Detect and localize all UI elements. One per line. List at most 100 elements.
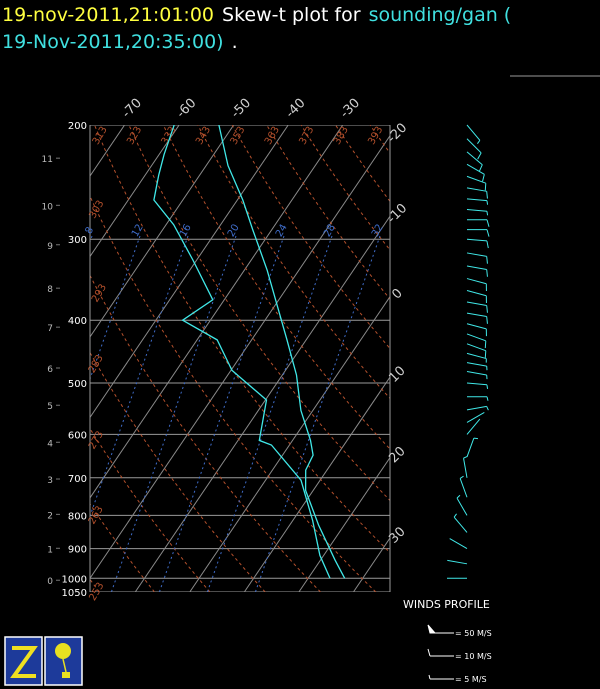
temp-label: -70 (119, 96, 145, 122)
temp-label: -40 (283, 96, 309, 122)
title-part: 19-Nov-2011,20:35:00) (2, 31, 224, 53)
wind-barb (466, 163, 485, 182)
wind-barb (456, 494, 468, 516)
profiles (153, 125, 346, 579)
wind-profile (447, 124, 490, 579)
height-label: 10 (42, 202, 54, 212)
temp-label: -10 (385, 201, 411, 227)
dry-adiabat-label: 363 (263, 125, 282, 147)
sounding-line (153, 125, 331, 579)
wind-barb (447, 559, 468, 565)
height-label: 6 (47, 365, 53, 375)
dry-adiabat (128, 125, 390, 502)
isotherm (298, 456, 390, 592)
title-part: 19-nov-2011,21:01:00 (2, 4, 215, 26)
pressure-label: 700 (68, 474, 87, 485)
height-label: 3 (47, 476, 53, 486)
wind-barb (466, 362, 488, 371)
mixing-ratio-label: 24 (274, 222, 290, 239)
wind-barb (467, 229, 490, 237)
isotherm (90, 125, 180, 258)
dry-adiabat (90, 195, 377, 592)
pressure-label: 1000 (62, 574, 87, 585)
mixing-ratio-label: 20 (226, 222, 242, 239)
wind-barb (466, 418, 481, 435)
wind-barb (449, 538, 468, 550)
plot-frame (89, 125, 391, 592)
wind-barb (466, 238, 489, 249)
dry-adiabat-label: 313 (91, 125, 110, 147)
height-label: 4 (47, 439, 53, 449)
isotherm (134, 215, 390, 592)
mixing-ratio-label: 28 (322, 222, 338, 239)
wind-barb (427, 624, 454, 634)
temp-label: -50 (228, 96, 254, 122)
legend-title: WINDS PROFILE (403, 598, 490, 611)
wind-barb (466, 371, 488, 380)
dry-adiabat (90, 351, 266, 592)
title-part: . (231, 31, 238, 53)
logo-z (4, 636, 43, 686)
legend-label: = 10 M/S (455, 652, 492, 661)
wind-barb (466, 198, 489, 205)
height-label: 8 (47, 285, 53, 295)
pressure-label: 800 (68, 511, 87, 522)
wind-barb (466, 278, 487, 292)
dry-adiabat (231, 125, 390, 350)
wind-barb (467, 219, 490, 227)
wind-barb (466, 333, 487, 349)
sounding-line (218, 125, 346, 579)
isotherm (90, 125, 235, 338)
pressure-label: 1050 (62, 588, 87, 599)
title-line: 19-Nov-2011,20:35:00). (2, 29, 511, 56)
wind-barb (428, 674, 454, 680)
mixing-ratio-line (90, 235, 189, 518)
dry-adiabat-label: 343 (194, 125, 213, 147)
mixing-ratio-label: 32 (370, 222, 386, 239)
height-label: 9 (47, 242, 53, 252)
title-part: Skew-t plot for (222, 4, 361, 26)
wind-barb (466, 124, 481, 144)
mixing-ratio-line (206, 235, 333, 592)
height-label: 0 (47, 577, 53, 587)
mixing-ratio-line (90, 235, 141, 381)
wind-barb (466, 209, 489, 216)
wind-barb (466, 411, 485, 423)
wind-barb (459, 475, 468, 498)
dry-adiabat (266, 125, 390, 300)
isotherm (90, 125, 344, 499)
wind-barb (466, 265, 488, 277)
wind-barb (466, 175, 487, 191)
wind-barb (466, 382, 489, 389)
wind-barb (466, 290, 487, 303)
pressure-label: 900 (68, 545, 87, 556)
wind-barb (466, 405, 489, 411)
mixing-ratio-line (158, 235, 285, 592)
mixing-ratio-label: 8 (83, 225, 96, 236)
wind-barb (466, 252, 488, 264)
wind-barb (466, 187, 488, 199)
pressure-label: 500 (68, 379, 87, 390)
wind-barb (453, 513, 468, 533)
wind-barb (466, 151, 483, 172)
dry-adiabat (197, 125, 390, 400)
dry-adiabat (162, 125, 390, 450)
mixing-ratio-label: 12 (130, 222, 146, 239)
pressure-label: 300 (68, 235, 87, 246)
isotherm (189, 295, 390, 592)
height-label: 11 (42, 155, 53, 165)
wind-barb (463, 455, 468, 478)
temp-label: -20 (385, 120, 411, 146)
dry-adiabat-label: 373 (297, 125, 316, 147)
height-label: 5 (47, 402, 53, 412)
mixing-ratio-line (110, 235, 237, 592)
dry-adiabat (90, 427, 211, 592)
wind-barb (466, 352, 487, 363)
wind-barb (466, 323, 487, 337)
dry-adiabat-label: 323 (125, 125, 144, 147)
isotherm (90, 125, 289, 419)
dry-adiabat-label: 383 (332, 125, 351, 147)
height-label: 2 (47, 511, 53, 521)
